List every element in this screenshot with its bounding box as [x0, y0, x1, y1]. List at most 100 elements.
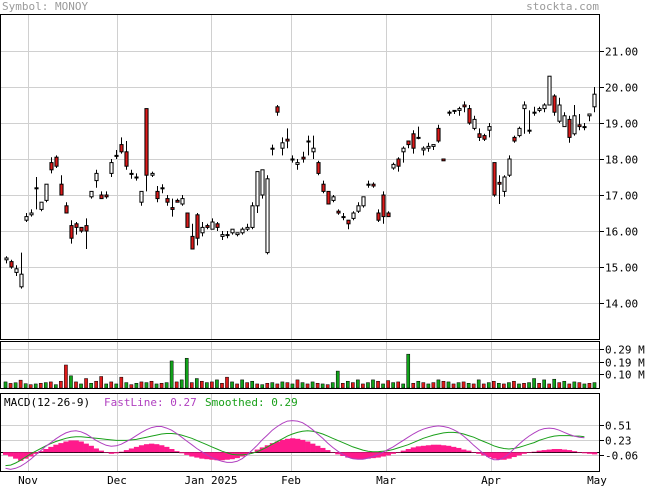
macd-histogram-bar: [576, 452, 583, 453]
x-tick-label: Jan 2025: [185, 474, 238, 486]
candle: [255, 171, 260, 213]
candle: [306, 135, 311, 156]
volume-bar: [225, 376, 229, 389]
macd-histogram-bar: [133, 446, 140, 453]
volume-bar: [194, 378, 199, 389]
macd-histogram-bar: [541, 450, 547, 453]
candle: [431, 144, 436, 150]
macd-histogram-bar: [591, 452, 598, 455]
volume-bar: [28, 384, 33, 389]
candle-body: [462, 104, 467, 108]
candle: [376, 209, 381, 222]
volume-bar: [340, 383, 345, 389]
candle: [275, 105, 280, 116]
candle: [129, 169, 134, 179]
volume-bar: [527, 382, 531, 389]
volume-bar: [497, 383, 501, 389]
macd-histogram-bar: [516, 452, 522, 456]
candle: [341, 213, 346, 221]
macd-histogram-bar: [561, 449, 568, 453]
volume-bar: [215, 379, 219, 389]
candle-body: [129, 172, 134, 175]
x-tick-label: Feb: [281, 474, 301, 486]
candle-body: [532, 111, 537, 114]
candle: [220, 231, 225, 240]
volume-bar: [139, 381, 144, 389]
candle-body: [497, 181, 502, 185]
macd-histogram-bar: [400, 450, 407, 453]
volume-bar: [49, 381, 53, 389]
candle: [542, 103, 547, 113]
volume-bar: [94, 380, 98, 389]
macd-panel: [0, 393, 600, 472]
macd-histogram-bar: [128, 448, 135, 453]
volume-bar: [582, 383, 587, 389]
volume-bar: [421, 382, 426, 389]
volume-bar: [481, 383, 486, 389]
volume-bar: [512, 380, 516, 389]
volume-bar: [255, 383, 260, 389]
x-tick-label: Nov: [18, 474, 38, 486]
candle: [49, 157, 54, 174]
candle: [285, 128, 290, 149]
volume-bar: [290, 383, 295, 389]
candle-body: [265, 178, 270, 254]
volume-bar: [572, 381, 577, 389]
candle: [250, 202, 255, 230]
volume-bar: [396, 381, 400, 389]
candle-body: [99, 194, 104, 200]
macd-histogram-bar: [88, 445, 94, 453]
macd-histogram-bar: [219, 452, 225, 461]
candle-body: [416, 136, 421, 139]
macd-histogram-bar: [355, 452, 361, 460]
volume-bar: [3, 381, 8, 389]
candle: [487, 123, 492, 138]
candle: [19, 252, 24, 289]
candle-body: [69, 225, 74, 239]
candle: [517, 126, 522, 138]
macd-histogram-bar: [405, 449, 412, 453]
volume-bar: [466, 383, 471, 389]
candle-body: [144, 108, 149, 176]
candle-body: [587, 113, 592, 117]
candle: [537, 106, 542, 113]
candle-body: [321, 183, 326, 192]
candle: [195, 213, 200, 246]
volume-bar: [59, 380, 63, 389]
volume-bar: [144, 382, 149, 389]
macd-histogram-bar: [471, 452, 477, 453]
macd-histogram-bar: [209, 452, 215, 460]
candle-body: [245, 226, 250, 230]
macd-histogram-bar: [118, 451, 125, 453]
candle: [447, 110, 452, 116]
volume-bar: [436, 379, 441, 389]
macd-histogram-bar: [511, 452, 517, 458]
volume-bar: [351, 382, 355, 389]
macd-histogram-bar: [289, 438, 296, 453]
volume-bar: [89, 383, 93, 389]
volume-bar: [270, 382, 275, 389]
candle: [416, 126, 421, 140]
volume-bar: [205, 382, 209, 389]
macd-histogram-bar: [556, 449, 563, 453]
candle: [150, 171, 155, 177]
candle-body: [280, 142, 285, 149]
candle-body: [139, 190, 144, 203]
candle-body: [220, 234, 225, 237]
candle: [134, 173, 139, 181]
candle-body: [507, 158, 512, 176]
macd-histogram-bar: [28, 452, 34, 457]
candle-body: [346, 219, 351, 225]
volume-bar: [310, 381, 315, 389]
candle-body: [567, 118, 572, 138]
volume-bar: [587, 383, 592, 389]
macd-histogram-bar: [169, 449, 175, 453]
macd-histogram-bar: [496, 452, 502, 460]
candle-body: [426, 145, 431, 149]
candle: [477, 128, 482, 141]
volume-bar: [446, 381, 451, 389]
volume-bar: [461, 381, 466, 389]
candle-body: [447, 111, 452, 114]
volume-bar: [245, 382, 249, 389]
